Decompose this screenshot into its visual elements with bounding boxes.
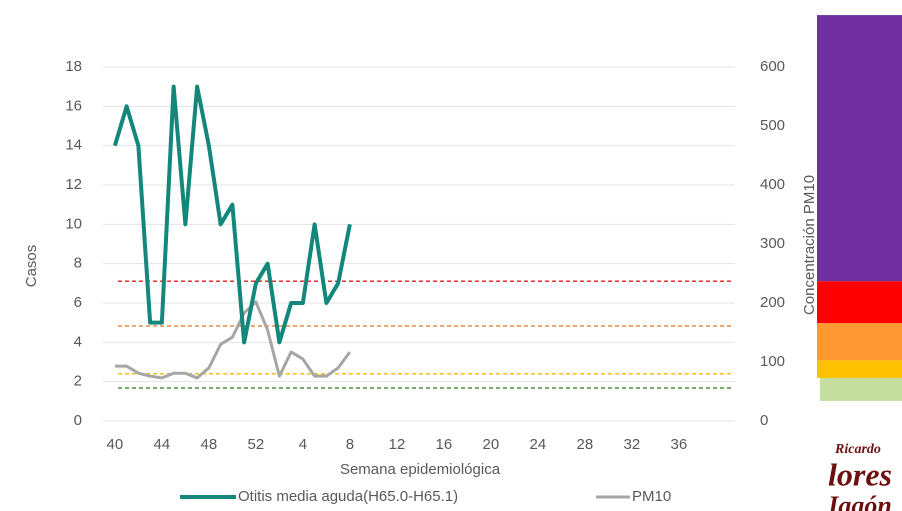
scale-band — [817, 323, 902, 361]
scale-band — [820, 377, 902, 401]
x-tick-label: 40 — [107, 436, 124, 453]
x-tick-label: 12 — [389, 436, 406, 453]
x-tick-label: 44 — [154, 436, 171, 453]
y-tick-label: 12 — [65, 176, 82, 193]
y-tick-label: 6 — [74, 294, 82, 311]
x-tick-label: 28 — [577, 436, 594, 453]
y2-tick-label: 300 — [760, 235, 785, 252]
scale-band — [817, 281, 902, 324]
y-tick-label: 4 — [74, 333, 82, 350]
legend-label: Otitis media aguda(H65.0-H65.1) — [238, 488, 458, 505]
scale-band — [817, 15, 902, 282]
y-tick-label: 2 — [74, 373, 82, 390]
y-tick-label: 18 — [65, 58, 82, 75]
y-tick-label: 10 — [65, 215, 82, 232]
logo-text: Iagón — [827, 491, 892, 511]
series-line — [114, 300, 352, 380]
legend-label: PM10 — [632, 488, 671, 505]
x-tick-label: 32 — [624, 436, 641, 453]
y-tick-label: 0 — [74, 412, 82, 429]
logo-text: Ricardo — [834, 442, 881, 457]
x-tick-label: 8 — [346, 436, 354, 453]
x-tick-label: 52 — [248, 436, 265, 453]
y-tick-label: 8 — [74, 255, 82, 272]
y2-tick-label: 0 — [760, 412, 768, 429]
x-axis-label: Semana epidemiológica — [340, 461, 501, 478]
y-tick-label: 16 — [65, 97, 82, 114]
y2-tick-label: 200 — [760, 294, 785, 311]
x-tick-label: 4 — [299, 436, 307, 453]
y-axis-label: Casos — [23, 245, 40, 288]
y2-tick-label: 100 — [760, 353, 785, 370]
x-tick-label: 36 — [671, 436, 688, 453]
y2-tick-label: 400 — [760, 176, 785, 193]
logo-text: lores — [828, 456, 892, 492]
y2-tick-label: 500 — [760, 117, 785, 134]
scale-band — [817, 360, 902, 378]
series-line — [112, 84, 352, 345]
y2-axis-label: Concentración PM10 — [801, 175, 818, 315]
x-tick-label: 48 — [201, 436, 218, 453]
y2-tick-label: 600 — [760, 58, 785, 75]
x-tick-label: 24 — [530, 436, 547, 453]
x-tick-label: 16 — [436, 436, 453, 453]
y-tick-label: 14 — [65, 137, 82, 154]
x-tick-label: 20 — [483, 436, 500, 453]
